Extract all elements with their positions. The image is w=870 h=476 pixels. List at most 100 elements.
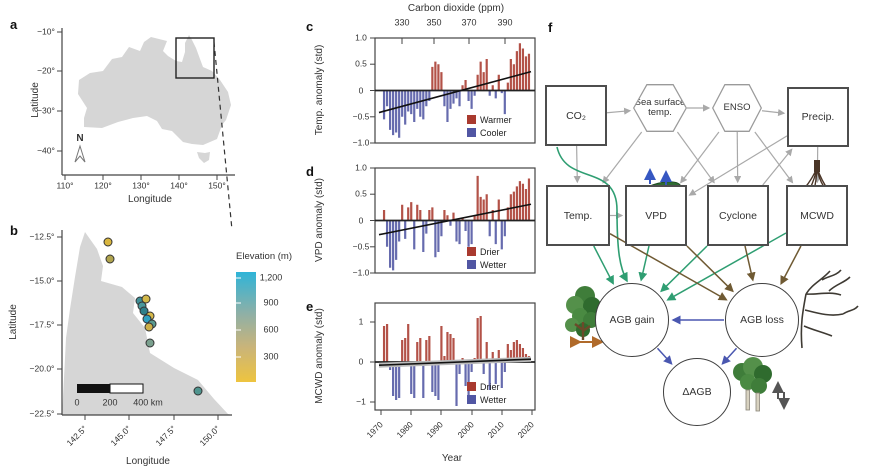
diagram-edges	[556, 104, 822, 365]
chart-c-ylabel: Temp. anomaly (std)	[313, 44, 325, 136]
panel-b-ytick-1: −15.0°	[29, 275, 55, 286]
panel-a-ytick-0: −10°	[37, 26, 55, 37]
site-marker	[141, 294, 151, 304]
legend-e: Drier Wetter	[467, 380, 506, 406]
node-temp-label: Temp.	[563, 209, 593, 222]
chart-d-ytick-0: 1.0	[355, 162, 367, 173]
north-arrow-icon	[74, 144, 86, 163]
dead-tree-icon	[800, 269, 859, 349]
node-cyclone: Cyclone	[707, 185, 769, 246]
site-marker	[193, 386, 203, 396]
co2-tick-2: 370	[461, 17, 477, 28]
chart-e-ytick-2: −1	[356, 396, 366, 407]
wetter-label-d: Wetter	[480, 259, 507, 270]
panel-a-xtick-4: 150°	[208, 180, 226, 191]
chart-d-ylabel: VPD anomaly (std)	[313, 178, 325, 262]
warmer-swatch	[467, 115, 476, 124]
chart-c-ytick-0: 1.0	[355, 32, 367, 43]
site-marker	[139, 306, 149, 316]
panel-a-xtick-3: 140°	[170, 180, 188, 191]
queensland-map	[57, 230, 256, 420]
node-sea-surface-temp: Sea surface temp.	[633, 84, 687, 132]
drier-swatch-d	[467, 247, 476, 256]
colorbar-tick-0: 1,200	[259, 272, 283, 283]
chart-d-ytick-1: 0.5	[355, 188, 367, 199]
co2-tick-3: 390	[497, 17, 513, 28]
node-co2: CO₂	[545, 85, 607, 146]
node-enso-label: ENSO	[713, 85, 761, 131]
chart-c-ytick-1: 0.5	[355, 58, 367, 69]
site-marker	[105, 254, 115, 264]
panel-b-ytick-3: −20.0°	[29, 363, 55, 374]
node-sst-label: Sea surface temp.	[634, 85, 686, 131]
up-down-arrows-icon	[772, 381, 790, 410]
wetter-swatch-e	[467, 395, 476, 404]
chart-e-ylabel: MCWD anomaly (std)	[313, 308, 325, 404]
site-marker	[144, 322, 154, 332]
drier-label-e: Drier	[480, 381, 500, 392]
node-precip-label: Precip.	[801, 111, 835, 123]
node-agb-gain: AGB gain	[595, 283, 669, 357]
drier-swatch-e	[467, 382, 476, 391]
panel-a-xtick-1: 120°	[94, 180, 112, 191]
panel-label-a: a	[10, 17, 18, 32]
panel-b-ytick-4: −22.5°	[29, 408, 55, 419]
cooler-label: Cooler	[480, 127, 507, 138]
drier-label-d: Drier	[480, 246, 500, 257]
node-delta-agb-label: ΔAGB	[682, 386, 712, 398]
panel-label-c: c	[306, 19, 314, 34]
panel-label-b: b	[10, 223, 18, 238]
wetter-label-e: Wetter	[480, 394, 507, 405]
panel-a-ytick-3: −40°	[37, 145, 55, 156]
warmer-label: Warmer	[480, 114, 512, 125]
australia-map	[57, 28, 235, 231]
legend-d: Drier Wetter	[467, 245, 506, 271]
chart-e-ytick-0: 1	[358, 316, 364, 327]
co2-axis-title: Carbon dioxide (ppm)	[407, 2, 505, 14]
chart-d-ytick-2: 0	[358, 215, 364, 226]
colorbar-tick-1: 900	[263, 297, 279, 308]
chart-e-ytick-1: 0	[358, 356, 364, 367]
panel-label-f: f	[548, 20, 553, 35]
chart-c-ytick-4: −1.0	[352, 137, 370, 148]
node-cyclone-label: Cyclone	[719, 209, 757, 222]
co2-tick-1: 350	[426, 17, 442, 28]
panel-label-d: d	[306, 164, 314, 179]
node-mcwd-label: MCWD	[800, 209, 834, 222]
colorbar-tick-3: 300	[263, 351, 279, 362]
node-agb-loss-label: AGB loss	[740, 314, 784, 326]
panel-a-ytick-2: −30°	[37, 105, 55, 116]
panel-b-xlabel: Longitude	[126, 455, 170, 467]
site-marker	[103, 237, 113, 247]
node-temp: Temp.	[546, 185, 610, 246]
scalebar-label-2: 400 km	[133, 397, 163, 408]
chart-c-ytick-3: −0.5	[352, 111, 370, 122]
panel-a-xtick-2: 130°	[132, 180, 150, 191]
panel-b-ytick-0: −12.5°	[29, 231, 55, 242]
node-co2-label: CO₂	[566, 109, 586, 122]
wetter-swatch-d	[467, 260, 476, 269]
chart-e-xlabel: Year	[441, 452, 463, 464]
colorbar-tick-2: 600	[263, 324, 279, 335]
panel-a-ytick-1: −20°	[37, 65, 55, 76]
cooler-swatch	[467, 128, 476, 137]
scalebar-black	[77, 384, 110, 393]
inset-connector-line	[213, 41, 233, 231]
panel-a-xlabel: Longitude	[128, 193, 172, 205]
chart-c-ytick-2: 0	[358, 85, 364, 96]
chart-d-ytick-3: −0.5	[352, 241, 370, 252]
inset-box	[175, 37, 215, 79]
node-delta-agb: ΔAGB	[663, 358, 731, 426]
node-agb-gain-label: AGB gain	[609, 314, 655, 326]
node-vpd-label: VPD	[645, 209, 667, 222]
panel-a-xtick-0: 110°	[56, 180, 74, 191]
colorbar-title: Elevation (m)	[236, 251, 292, 263]
elevation-colorbar	[236, 272, 256, 382]
node-precip: Precip.	[787, 87, 849, 147]
panel-label-e: e	[306, 299, 314, 314]
scalebar-white	[109, 383, 144, 394]
chart-d-ytick-4: −1.0	[352, 267, 370, 278]
panel-b-ytick-2: −17.5°	[29, 319, 55, 330]
anomaly-charts	[370, 37, 536, 415]
